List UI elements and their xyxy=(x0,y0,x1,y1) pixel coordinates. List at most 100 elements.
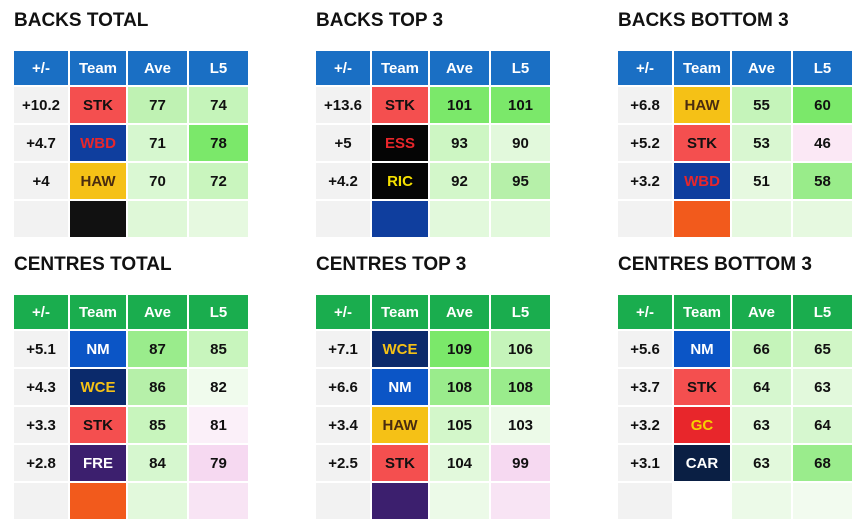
team-cell: NM xyxy=(674,331,730,367)
diff-cell: +4.2 xyxy=(316,163,370,199)
l5-cell: 81 xyxy=(189,407,248,443)
partial-ave-cell xyxy=(732,201,791,237)
table-row: +10.2 STK 77 74 xyxy=(14,87,248,123)
panel-title: CENTRES BOTTOM 3 xyxy=(618,254,812,275)
partial-ave-cell xyxy=(128,483,187,519)
ave-cell: 77 xyxy=(128,87,187,123)
header-row: +/- Team Ave L5 xyxy=(316,295,550,329)
ave-cell: 104 xyxy=(430,445,489,481)
partial-l5-cell xyxy=(491,483,550,519)
centres-total-panel: CENTRES TOTAL +/- Team Ave L5 +5.1 NM 87 85 +4.3 W… xyxy=(14,252,252,521)
diff-cell: +3.7 xyxy=(618,369,672,405)
team-cell: HAW xyxy=(372,407,428,443)
diff-cell: +6.6 xyxy=(316,369,370,405)
partial-team-cell xyxy=(372,483,428,519)
stats-table: +/- Team Ave L5 +5.6 NM 66 65 +3.7 STK 64 63 +3.2 GC 6… xyxy=(616,293,854,521)
l5-cell: 99 xyxy=(491,445,550,481)
partial-ave-cell xyxy=(430,483,489,519)
partial-row xyxy=(316,483,550,519)
table-row: +6.6 NM 108 108 xyxy=(316,369,550,405)
ave-cell: 84 xyxy=(128,445,187,481)
table-row: +5.1 NM 87 85 xyxy=(14,331,248,367)
team-cell: STK xyxy=(70,87,126,123)
partial-diff-cell xyxy=(14,483,68,519)
column-header-ave: Ave xyxy=(732,295,791,329)
l5-cell: 106 xyxy=(491,331,550,367)
table-row: +4 HAW 70 72 xyxy=(14,163,248,199)
table-row: +2.8 FRE 84 79 xyxy=(14,445,248,481)
partial-diff-cell xyxy=(316,483,370,519)
ave-cell: 70 xyxy=(128,163,187,199)
column-header-diff: +/- xyxy=(316,295,370,329)
team-cell: WCE xyxy=(372,331,428,367)
ave-cell: 87 xyxy=(128,331,187,367)
partial-team-cell xyxy=(372,201,428,237)
column-header-l5: L5 xyxy=(491,51,550,85)
column-header-ave: Ave xyxy=(128,295,187,329)
l5-cell: 65 xyxy=(793,331,852,367)
l5-cell: 101 xyxy=(491,87,550,123)
column-header-diff: +/- xyxy=(14,295,68,329)
ave-cell: 63 xyxy=(732,407,791,443)
ave-cell: 63 xyxy=(732,445,791,481)
table-row: +5.6 NM 66 65 xyxy=(618,331,852,367)
table-row: +3.4 HAW 105 103 xyxy=(316,407,550,443)
panel-title: BACKS BOTTOM 3 xyxy=(618,10,789,31)
column-header-team: Team xyxy=(372,51,428,85)
table-row: +3.2 GC 63 64 xyxy=(618,407,852,443)
team-cell: NM xyxy=(372,369,428,405)
stats-table: +/- Team Ave L5 +5.1 NM 87 85 +4.3 WCE 86 82 +3.3 STK… xyxy=(12,293,250,521)
panel-title: BACKS TOP 3 xyxy=(316,10,444,31)
diff-cell: +3.1 xyxy=(618,445,672,481)
diff-cell: +3.4 xyxy=(316,407,370,443)
column-header-l5: L5 xyxy=(189,51,248,85)
panel-title: CENTRES TOP 3 xyxy=(316,254,467,275)
team-cell: FRE xyxy=(70,445,126,481)
stats-table: +/- Team Ave L5 +6.8 HAW 55 60 +5.2 STK 53 46 +3.2 WB… xyxy=(616,49,854,239)
panel-title: BACKS TOTAL xyxy=(14,10,149,31)
partial-ave-cell xyxy=(430,201,489,237)
stats-table: +/- Team Ave L5 +13.6 STK 101 101 +5 ESS 93 90 +4.2 R… xyxy=(314,49,552,239)
team-cell: STK xyxy=(70,407,126,443)
partial-team-cell xyxy=(70,201,126,237)
table-row: +4.7 WBD 71 78 xyxy=(14,125,248,161)
table-row: +4.3 WCE 86 82 xyxy=(14,369,248,405)
partial-team-cell xyxy=(70,483,126,519)
partial-ave-cell xyxy=(732,483,791,519)
team-cell: HAW xyxy=(674,87,730,123)
diff-cell: +3.3 xyxy=(14,407,68,443)
diff-cell: +5.6 xyxy=(618,331,672,367)
header-row: +/- Team Ave L5 xyxy=(618,295,852,329)
team-cell: STK xyxy=(372,445,428,481)
header-row: +/- Team Ave L5 xyxy=(618,51,852,85)
team-cell: NM xyxy=(70,331,126,367)
diff-cell: +2.5 xyxy=(316,445,370,481)
ave-cell: 108 xyxy=(430,369,489,405)
team-cell: HAW xyxy=(70,163,126,199)
column-header-team: Team xyxy=(674,295,730,329)
ave-cell: 86 xyxy=(128,369,187,405)
partial-ave-cell xyxy=(128,201,187,237)
backs-bottom-3-panel: BACKS BOTTOM 3 +/- Team Ave L5 +6.8 HAW 55 60 +5.… xyxy=(618,8,856,239)
column-header-diff: +/- xyxy=(618,295,672,329)
column-header-ave: Ave xyxy=(430,51,489,85)
partial-team-cell xyxy=(674,483,730,519)
diff-cell: +7.1 xyxy=(316,331,370,367)
stats-table: +/- Team Ave L5 +10.2 STK 77 74 +4.7 WBD 71 78 +4 HAW… xyxy=(12,49,250,239)
stats-table: +/- Team Ave L5 +7.1 WCE 109 106 +6.6 NM 108 108 +3.… xyxy=(314,293,552,521)
ave-cell: 105 xyxy=(430,407,489,443)
table-row: +3.7 STK 64 63 xyxy=(618,369,852,405)
l5-cell: 82 xyxy=(189,369,248,405)
centres-top-3-panel: CENTRES TOP 3 +/- Team Ave L5 +7.1 WCE 109 106 +6… xyxy=(316,252,554,521)
partial-diff-cell xyxy=(316,201,370,237)
partial-row xyxy=(316,201,550,237)
table-row: +6.8 HAW 55 60 xyxy=(618,87,852,123)
diff-cell: +10.2 xyxy=(14,87,68,123)
l5-cell: 85 xyxy=(189,331,248,367)
column-header-diff: +/- xyxy=(14,51,68,85)
ave-cell: 53 xyxy=(732,125,791,161)
column-header-l5: L5 xyxy=(491,295,550,329)
l5-cell: 46 xyxy=(793,125,852,161)
l5-cell: 58 xyxy=(793,163,852,199)
diff-cell: +4.3 xyxy=(14,369,68,405)
